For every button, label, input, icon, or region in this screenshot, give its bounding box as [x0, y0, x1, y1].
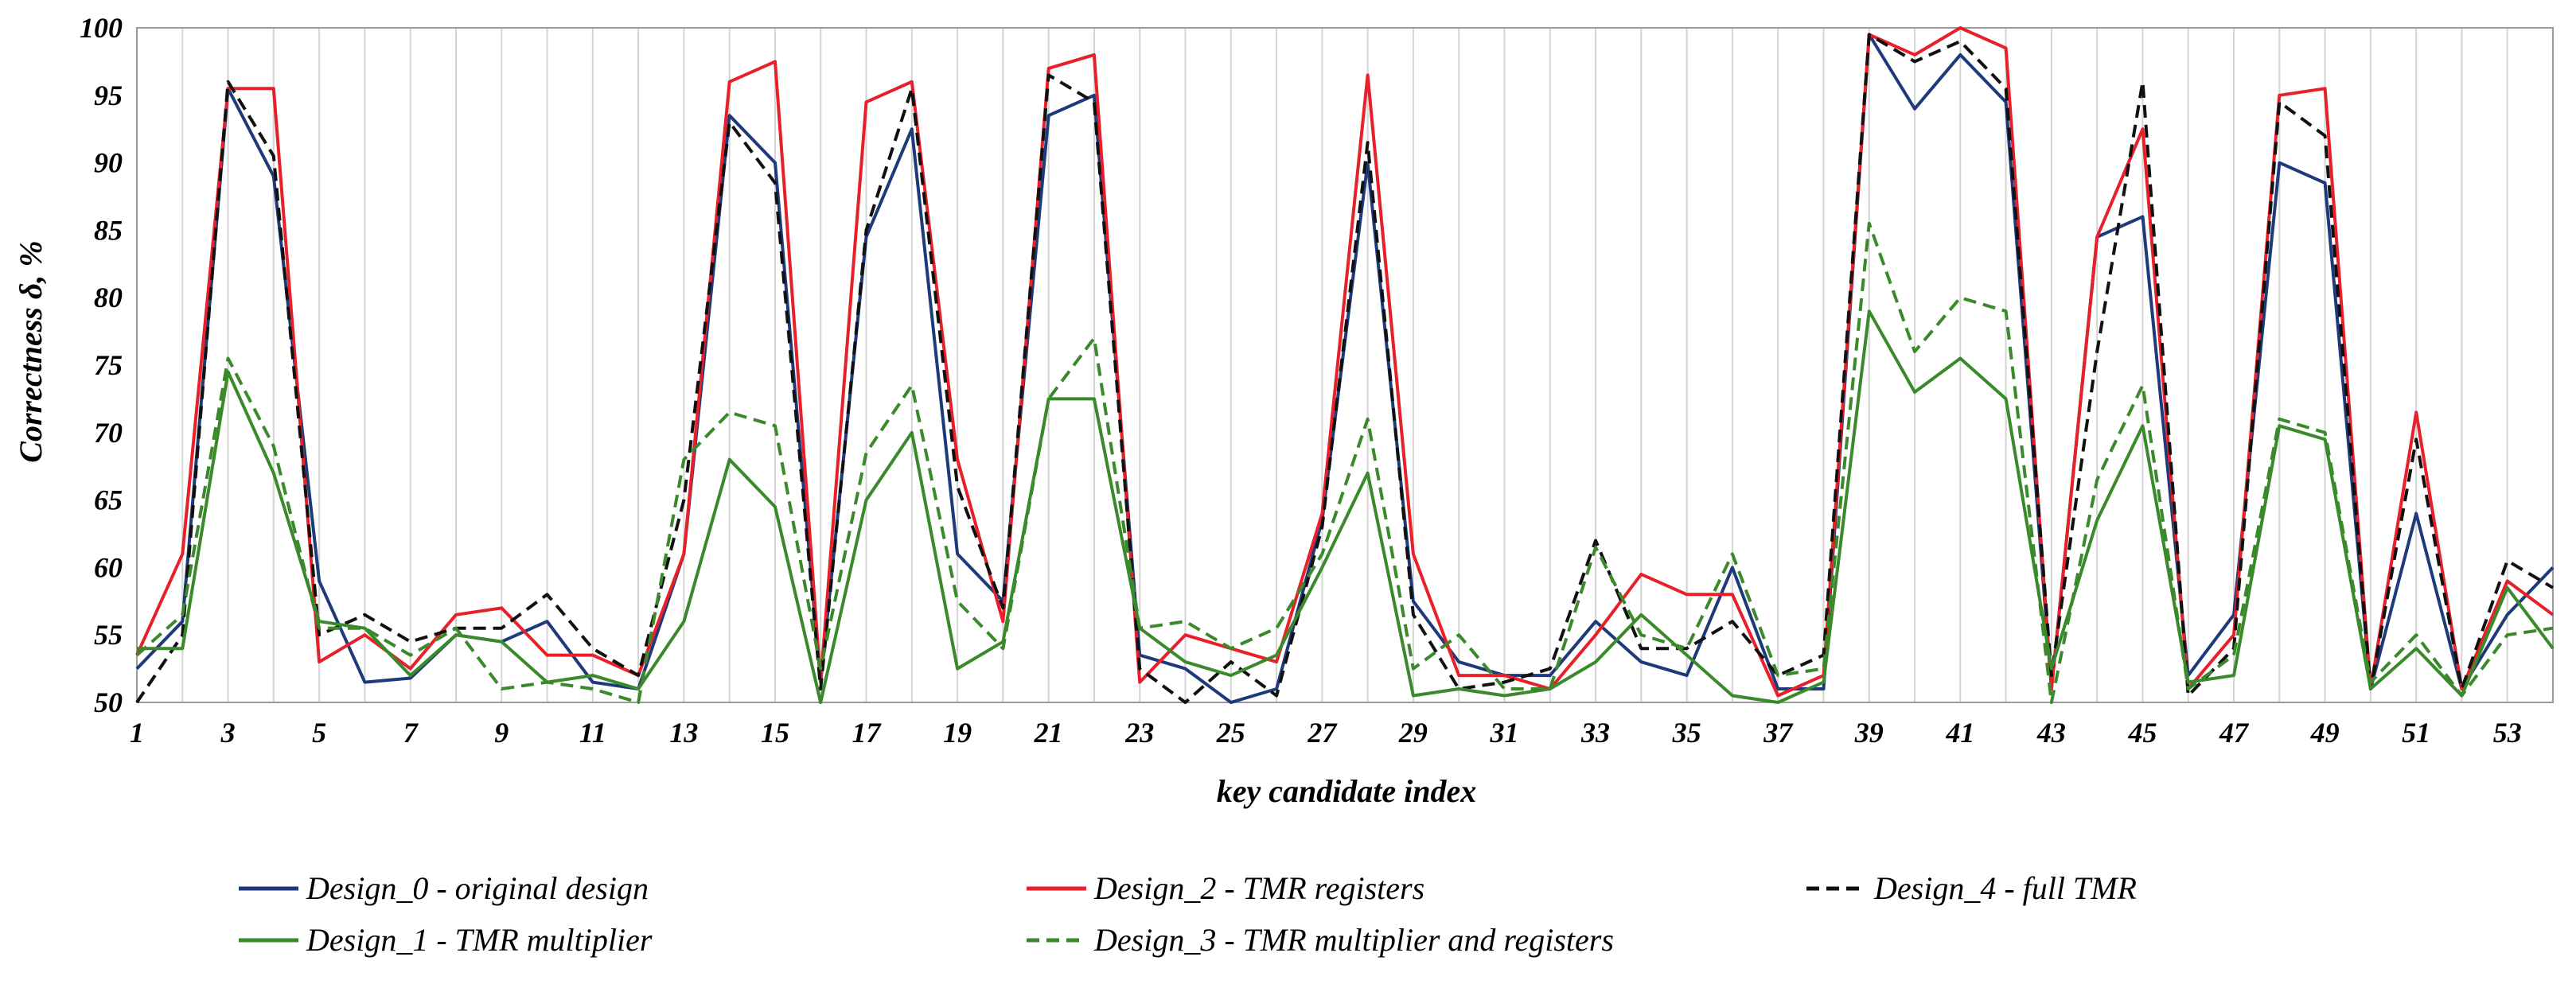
series-lines [135, 26, 2555, 704]
x-tick-label: 3 [220, 717, 236, 749]
x-tick-label: 27 [1307, 717, 1338, 749]
x-tick-label: 37 [1763, 717, 1794, 749]
x-tick-label: 21 [1034, 717, 1063, 749]
x-tick-label: 19 [943, 717, 972, 749]
y-tick-label: 75 [94, 349, 123, 381]
legend-item-1: Design_0 - original design [239, 870, 649, 906]
y-tick-label: 60 [94, 551, 123, 583]
series-line-1 [135, 33, 2555, 704]
x-tick-label: 11 [579, 717, 606, 749]
legend-label: Design_4 - full TMR [1873, 870, 2137, 906]
y-tick-label: 80 [94, 282, 123, 313]
x-tick-label: 35 [1672, 717, 1701, 749]
x-tick-label: 5 [312, 717, 326, 749]
y-tick-label: 95 [94, 80, 123, 111]
y-tick-label: 50 [94, 686, 123, 718]
x-tick-label: 17 [852, 717, 883, 749]
y-tick-label: 90 [94, 147, 123, 179]
grid-lines [136, 28, 2554, 702]
legend-item-3: Design_4 - full TMR [1806, 870, 2137, 906]
y-axis-title: Correctness δ, % [13, 240, 49, 462]
y-tick-label: 70 [94, 417, 123, 449]
legend-label: Design_3 - TMR multiplier and registers [1093, 922, 1614, 958]
x-tick-label: 25 [1216, 717, 1245, 749]
x-tick-label: 13 [669, 717, 698, 749]
x-tick-label: 33 [1580, 717, 1610, 749]
y-tick-labels: 50 55 60 65 70 75 80 85 90 95 100 [80, 12, 123, 718]
legend-item-5: Design_3 - TMR multiplier and registers [1027, 922, 1614, 958]
x-tick-label: 39 [1854, 717, 1884, 749]
x-tick-label: 45 [2127, 717, 2157, 749]
x-tick-label: 47 [2219, 717, 2250, 749]
x-tick-label: 1 [130, 717, 144, 749]
plot-border [136, 27, 2554, 703]
series-line-2 [135, 26, 2555, 698]
y-tick-label: 100 [80, 12, 123, 44]
series-line-3 [135, 33, 2555, 704]
x-tick-label: 41 [1945, 717, 1974, 749]
series-line-5 [135, 221, 2554, 704]
legend-label: Design_1 - TMR multiplier [306, 922, 653, 958]
y-tick-label: 85 [94, 214, 123, 246]
x-axis-title: key candidate index [1217, 773, 1477, 809]
plot-frame [136, 27, 2554, 703]
x-tick-label: 51 [2402, 717, 2430, 749]
y-tick-label: 55 [94, 619, 123, 651]
x-tick-label: 9 [494, 717, 509, 749]
series-line-4 [137, 309, 2555, 704]
x-tick-label: 29 [1398, 717, 1428, 749]
legend-label: Design_2 - TMR registers [1093, 870, 1424, 906]
x-tick-label: 31 [1489, 717, 1518, 749]
legend-item-4: Design_1 - TMR multiplier [239, 922, 653, 958]
x-tick-label: 53 [2493, 717, 2522, 749]
legend: Design_0 - original design Design_2 - TMR… [239, 870, 2137, 958]
y-tick-label: 65 [94, 484, 123, 516]
x-tick-label: 49 [2310, 717, 2340, 749]
x-tick-labels: 1 3 5 7 9 11 13 15 17 19 21 23 25 27 29 31 33 35 37 39 41 43 4… [130, 717, 2522, 749]
legend-label: Design_0 - original design [306, 870, 649, 906]
legend-item-2: Design_2 - TMR registers [1027, 870, 1424, 906]
x-tick-label: 15 [761, 717, 789, 749]
x-tick-label: 7 [403, 717, 419, 749]
x-tick-label: 43 [2036, 717, 2066, 749]
x-tick-label: 23 [1124, 717, 1154, 749]
